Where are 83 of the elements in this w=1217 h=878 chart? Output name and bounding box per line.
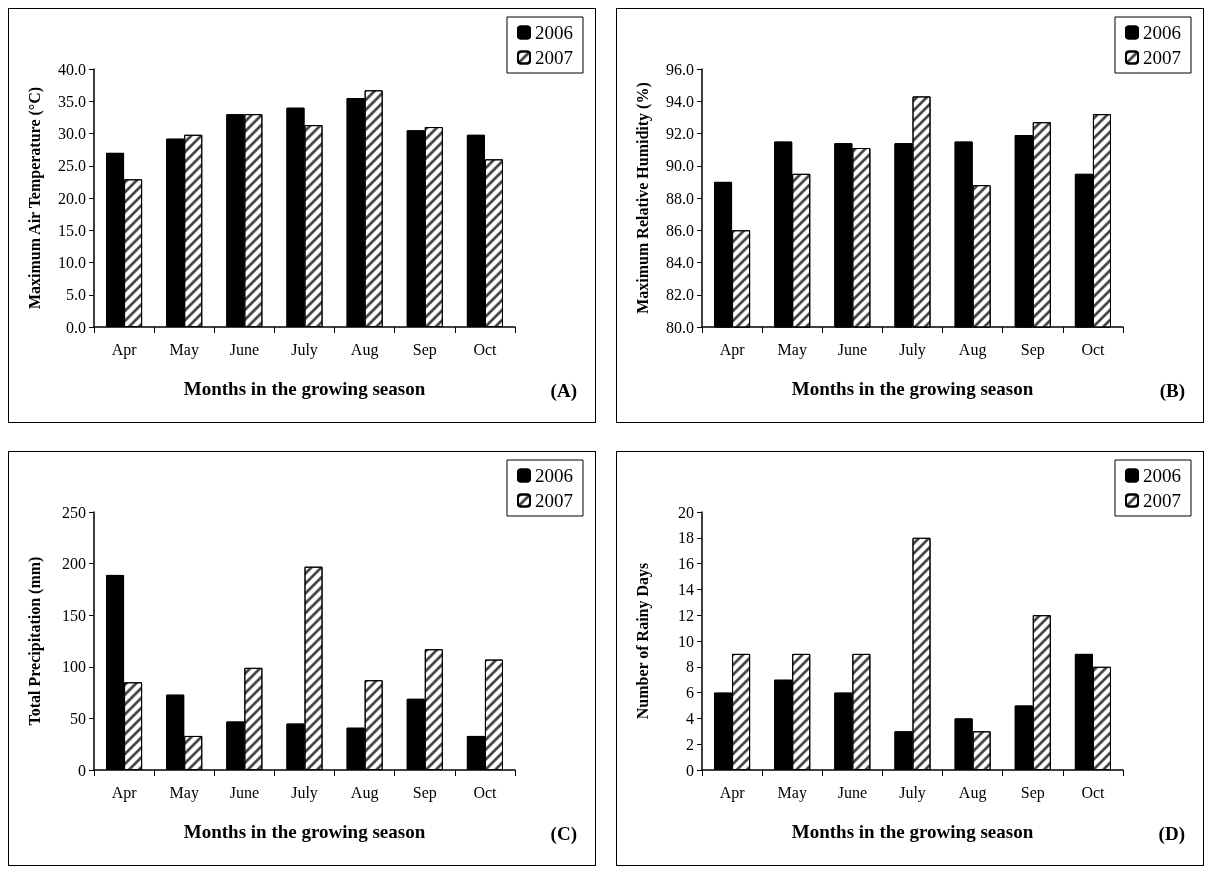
- x-axis-title: Months in the growing season: [791, 821, 1034, 842]
- y-tick-label: 4: [686, 709, 694, 727]
- legend-label: 2007: [1143, 47, 1181, 68]
- x-axis-title: Months in the growing season: [183, 378, 426, 399]
- y-tick-label: 50: [70, 709, 86, 727]
- x-tick-label: Apr: [719, 783, 746, 802]
- x-tick-label: May: [169, 783, 199, 802]
- y-tick-label: 82.0: [666, 286, 694, 304]
- y-tick-label: 80.0: [666, 318, 694, 336]
- text: (C): [550, 823, 578, 845]
- x-tick-label: Aug: [958, 783, 987, 802]
- y-tick-label: 5.0: [66, 286, 86, 304]
- y-tick-label: 8: [686, 658, 694, 676]
- y-tick-label: 20: [678, 503, 694, 521]
- y-tick-label: 100: [62, 658, 86, 676]
- legend-label: 2007: [535, 47, 573, 68]
- y-tick-label: 150: [62, 606, 86, 624]
- x-tick-label: Sep: [1020, 783, 1045, 802]
- y-tick-label: 30.0: [58, 125, 86, 142]
- legend-label: 2007: [1143, 490, 1181, 511]
- y-tick-label: 20.0: [58, 189, 86, 207]
- x-tick-label: May: [777, 783, 807, 802]
- y-tick-label: 250: [62, 503, 86, 521]
- x-tick-label: May: [169, 340, 199, 359]
- text: (A): [550, 380, 578, 402]
- legend-label: 2006: [1143, 465, 1181, 486]
- x-tick-label: Aug: [350, 340, 379, 359]
- x-tick-label: June: [837, 783, 868, 801]
- y-tick-label: 0: [686, 761, 694, 779]
- y-tick-label: 84.0: [666, 254, 694, 271]
- y-axis-title: Total Precipitation (mm): [25, 556, 44, 726]
- y-tick-label: 200: [62, 555, 86, 573]
- x-tick-label: June: [837, 340, 868, 358]
- y-tick-label: 2: [686, 735, 694, 753]
- y-tick-label: 88.0: [666, 189, 694, 207]
- x-tick-label: Oct: [473, 340, 498, 358]
- x-tick-label: July: [291, 783, 318, 802]
- y-tick-label: 86.0: [666, 221, 694, 239]
- x-axis-title: Months in the growing season: [183, 821, 426, 842]
- x-tick-label: June: [229, 340, 260, 358]
- y-tick-label: 12: [678, 606, 694, 624]
- legend-label: 2006: [1143, 22, 1181, 43]
- legend-label: 2007: [535, 490, 573, 511]
- x-tick-label: Apr: [111, 783, 138, 802]
- x-tick-label: Sep: [412, 340, 437, 359]
- y-axis-title: Maximum Air Temperature (°C): [25, 86, 44, 310]
- y-tick-label: 35.0: [58, 92, 86, 110]
- y-tick-label: 18: [678, 529, 694, 547]
- x-tick-label: May: [777, 340, 807, 359]
- x-tick-label: June: [229, 783, 260, 801]
- text: (D): [1158, 823, 1186, 845]
- y-axis-title: Maximum Relative Humidity (%): [633, 82, 652, 314]
- y-tick-label: 0: [78, 761, 86, 779]
- y-tick-label: 16: [678, 555, 694, 573]
- legend-label: 2006: [535, 465, 573, 486]
- x-tick-label: Oct: [1081, 340, 1106, 358]
- x-tick-label: July: [899, 340, 926, 359]
- x-axis-title: Months in the growing season: [791, 378, 1034, 399]
- y-tick-label: 0.0: [66, 318, 86, 336]
- x-tick-label: Sep: [412, 783, 437, 802]
- x-tick-label: Oct: [473, 783, 498, 801]
- y-tick-label: 15.0: [58, 221, 86, 239]
- x-tick-label: Aug: [350, 783, 379, 802]
- x-tick-label: July: [291, 340, 318, 359]
- y-tick-label: 96.0: [666, 60, 694, 78]
- y-tick-label: 10.0: [58, 254, 86, 271]
- x-tick-label: Oct: [1081, 783, 1106, 801]
- x-tick-label: Aug: [958, 340, 987, 359]
- y-tick-label: 6: [686, 684, 694, 702]
- x-tick-label: July: [899, 783, 926, 802]
- x-tick-label: Apr: [111, 340, 138, 359]
- y-tick-label: 90.0: [666, 157, 694, 175]
- y-tick-label: 14: [678, 580, 694, 598]
- y-tick-label: 40.0: [58, 60, 86, 78]
- y-tick-label: 25.0: [58, 157, 86, 175]
- y-axis-title: Number of Rainy Days: [633, 562, 652, 720]
- y-tick-label: 92.0: [666, 125, 694, 142]
- legend-label: 2006: [535, 22, 573, 43]
- y-tick-label: 10: [678, 632, 694, 650]
- x-tick-label: Apr: [719, 340, 746, 359]
- text: (B): [1159, 380, 1185, 402]
- y-tick-label: 94.0: [666, 92, 694, 110]
- x-tick-label: Sep: [1020, 340, 1045, 359]
